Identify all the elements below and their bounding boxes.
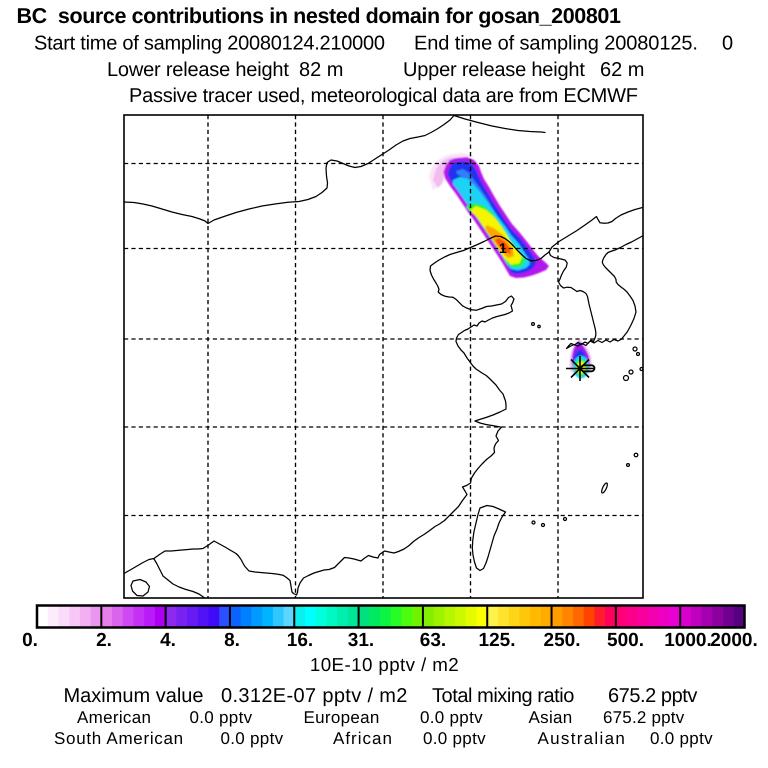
svg-text:125.: 125. <box>479 630 516 651</box>
svg-text:31.: 31. <box>348 630 374 651</box>
svg-text:BC source contributions in ne: BC source contributions in nested domain… <box>17 4 621 28</box>
svg-text:European: European <box>304 708 380 727</box>
svg-text:500.: 500. <box>607 630 644 651</box>
svg-text:2.: 2. <box>96 630 112 651</box>
svg-text:0.0 pptv: 0.0 pptv <box>423 729 486 748</box>
svg-text:0.0 pptv: 0.0 pptv <box>221 729 284 748</box>
svg-text:0: 0 <box>722 33 733 55</box>
svg-text:Australian: Australian <box>538 729 627 748</box>
svg-text:African: African <box>333 729 393 748</box>
svg-text:0.: 0. <box>22 630 38 651</box>
svg-text:Upper release height: Upper release height <box>403 59 585 81</box>
svg-text:0.0 pptv: 0.0 pptv <box>650 729 713 748</box>
svg-text:675.2 pptv: 675.2 pptv <box>603 708 685 727</box>
svg-text:Total mixing ratio: Total mixing ratio <box>432 685 574 707</box>
svg-text:American: American <box>77 708 151 727</box>
svg-text:62 m: 62 m <box>600 59 644 81</box>
svg-text:0.312E-07 pptv / m2: 0.312E-07 pptv / m2 <box>221 685 408 707</box>
svg-text:10E-10 pptv / m2: 10E-10 pptv / m2 <box>310 654 459 675</box>
svg-text:82 m: 82 m <box>299 59 343 81</box>
svg-text:Passive tracer used, meteorolo: Passive tracer used, meteorological data… <box>129 85 638 107</box>
svg-text:0.0 pptv: 0.0 pptv <box>190 708 253 727</box>
svg-text:4.: 4. <box>160 630 176 651</box>
svg-text:Lower release height: Lower release height <box>107 59 289 81</box>
svg-text:1000.: 1000. <box>664 630 712 651</box>
svg-text:675.2 pptv: 675.2 pptv <box>608 685 697 707</box>
svg-text:Start time of sampling 2008012: Start time of sampling 20080124.210000 <box>34 33 385 55</box>
svg-text:2000.: 2000. <box>710 630 758 651</box>
svg-text:South American: South American <box>54 729 184 748</box>
svg-text:Asian: Asian <box>529 708 573 727</box>
svg-text:16.: 16. <box>287 630 313 651</box>
svg-text:Maximum value: Maximum value <box>64 685 204 707</box>
svg-text:250.: 250. <box>544 630 581 651</box>
svg-text:63.: 63. <box>420 630 446 651</box>
svg-text:End time of sampling 20080125.: End time of sampling 20080125. <box>414 33 698 55</box>
svg-text:8.: 8. <box>224 630 240 651</box>
svg-text:1: 1 <box>499 240 507 256</box>
svg-text:0.0 pptv: 0.0 pptv <box>420 708 483 727</box>
